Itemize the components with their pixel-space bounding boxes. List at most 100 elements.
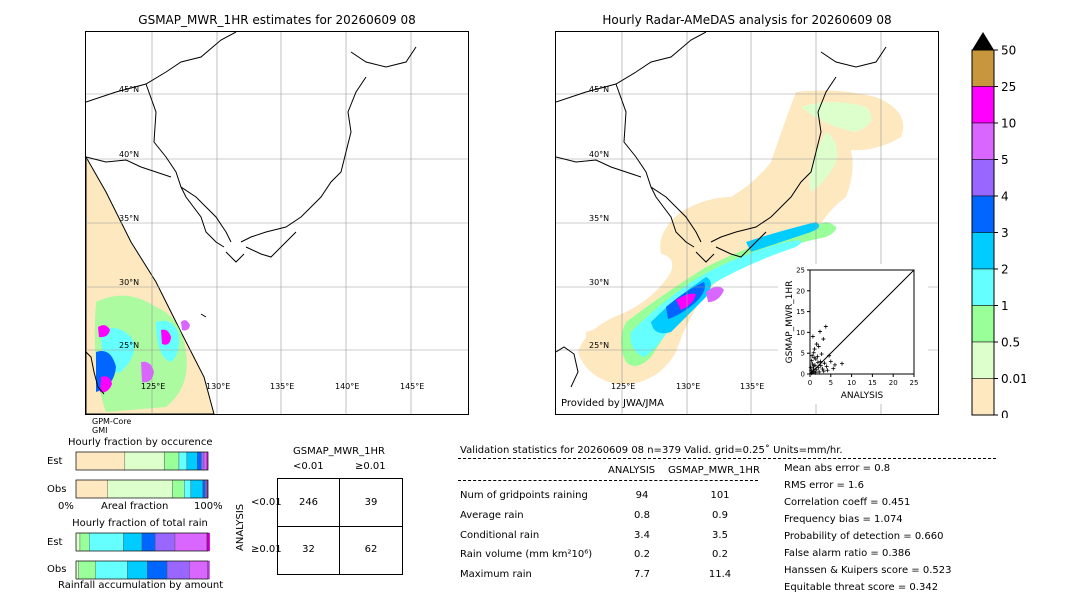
scatter-point [810,353,815,358]
scatter-point [811,350,816,355]
fraction-segment [107,479,173,499]
fraction-segment [164,451,180,471]
rain-area [746,222,820,252]
occurrence-bars [75,451,209,499]
contingency-row-header: <0.01 [251,497,282,508]
scatter-point [840,361,845,366]
fraction-segment [203,451,207,471]
fraction-segment [75,479,108,499]
right-map-title: Hourly Radar-AMeDAS analysis for 2026060… [602,13,892,27]
colorbar-label: 3 [1001,226,1009,240]
lat-label: 45°N [589,85,610,94]
stat-analysis: 3.4 [634,530,650,541]
score-line: Equitable threat score = 0.342 [784,582,939,593]
header-rule [458,480,758,481]
col-header-analysis: ANALYSIS [608,465,656,476]
scatter-point [810,334,815,339]
scatter-point [810,362,815,367]
stat-analysis: 7.7 [634,569,650,580]
provider-credit: Provided by JWA/JMA [561,398,664,409]
colorbar-label: 0.01 [1001,372,1026,386]
x-tick-label: 20 [889,379,898,387]
scatter-y-label: GSMAP_MWR_1HR [785,281,795,364]
y-tick-label: 25 [796,267,805,275]
total-rain-title: Hourly fraction of total rain [72,518,208,529]
table-cell: 32 [302,544,315,555]
table-divider [278,526,402,527]
score-line: False alarm ratio = 0.386 [784,548,911,559]
left-map-canvas [86,32,468,414]
lat-label: 40°N [589,150,610,159]
lon-label: 135°E [270,382,295,391]
scatter-point [825,368,830,373]
stat-label: Num of gridpoints raining [460,490,588,501]
lon-label: 125°E [611,382,636,391]
contingency-table: 246 39 32 62 [277,478,403,575]
occurrence-row-label: Est [47,456,63,467]
lon-label: 130°E [676,382,701,391]
left-map: 45°N 40°N 35°N 30°N 25°N 125°E 130°E 135… [85,31,469,415]
occurrence-x-tick: 100% [194,501,223,512]
contingency-col-header: ≥0.01 [355,461,386,472]
lat-label: 25°N [589,341,610,350]
occurrence-row-label: Obs [47,484,67,495]
scatter-inset: 0 5 10 15 20 25 0 5 10 15 20 25 ANALYSIS GSMAP_MWR_1H… [778,264,928,404]
fraction-bar-frame [75,451,209,471]
fraction-segment [127,560,148,580]
fraction-segment [124,451,165,471]
scatter-point [815,360,820,365]
y-tick-label: 0 [801,371,805,379]
occurrence-x-tick: 0% [58,501,74,512]
fraction-segment [154,532,176,552]
colorbar-label: 25 [1001,80,1016,94]
stat-analysis: 0.2 [634,549,650,560]
scatter-point [813,370,818,375]
fraction-bar-frame [75,560,209,580]
scatter-point [814,367,819,372]
fraction-segment [172,479,185,499]
lat-label: 25°N [119,341,140,350]
fraction-segment [190,479,203,499]
fraction-segment [184,479,192,499]
stat-gsmap: 0.2 [712,549,728,560]
fraction-segment [189,560,210,580]
lat-label: 35°N [119,214,140,223]
colorbar-over-triangle [972,32,994,50]
lat-label: 45°N [119,85,140,94]
total-rain-row-label: Est [47,537,63,548]
scatter-point [812,355,817,360]
lat-label: 40°N [119,150,140,159]
fraction-bar-frame [75,532,209,552]
rain-area [676,293,696,310]
stat-analysis: 0.8 [634,510,650,521]
stat-label: Rain volume (mm km²10⁶) [460,549,593,560]
rain-area [181,320,190,331]
scatter-point [827,353,832,358]
colorbar-label: 0 [1001,409,1009,419]
occurrence-bars-group [75,451,209,499]
colorbar-segment [971,268,995,306]
fraction-segment [166,560,190,580]
x-tick-label: 0 [808,379,812,387]
lat-label: 30°N [119,278,140,287]
x-tick-label: 15 [868,379,877,387]
colorbar-label: 0.5 [1001,336,1020,350]
swath-label: GMI [92,426,108,435]
rain-area [161,329,171,345]
scatter-point [831,366,836,371]
score-line: RMS error = 1.6 [784,480,864,491]
contingency-row-header: ≥0.01 [251,544,282,555]
colorbar-label: 50 [1001,44,1016,58]
fraction-segment [75,451,126,471]
scatter-point [818,359,823,364]
fraction-segment [174,532,207,552]
x-tick-label: 5 [829,379,833,387]
occurrence-title: Hourly fraction by occurence [68,437,213,448]
scatter-point [809,358,814,363]
scatter-point [821,369,826,374]
x-tick-label: 25 [910,379,919,387]
lon-label: 130°E [206,382,231,391]
colorbar-segment [971,122,995,160]
stat-label: Average rain [460,510,524,521]
scatter-point [809,368,814,373]
